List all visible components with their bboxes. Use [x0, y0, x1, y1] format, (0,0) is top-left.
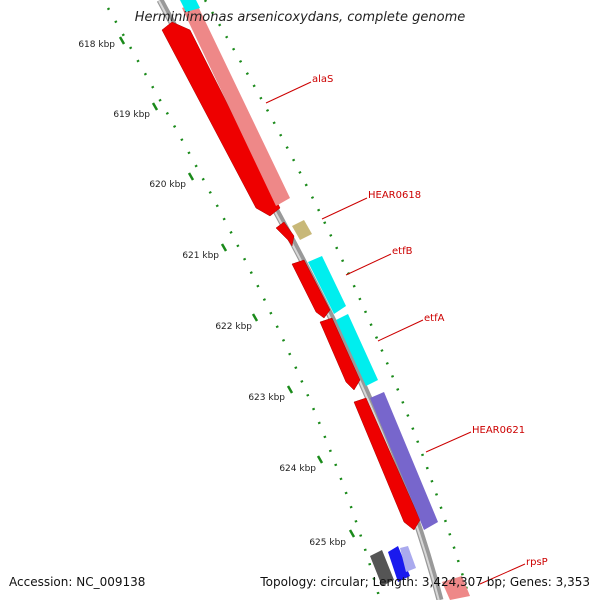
gene-label-rpsP: rpsP — [526, 557, 548, 568]
map-title: Herminiimonas arsenicoxydans, complete g… — [134, 10, 466, 25]
ruler-label: 624 kbp — [279, 464, 316, 474]
ruler-label: 620 kbp — [149, 180, 186, 190]
ruler-labels: 618 kbp 619 kbp 620 kbp 621 kbp 622 kbp … — [78, 40, 346, 548]
gene-HEAR0618 — [292, 220, 312, 240]
gene-cyan-top — [180, 0, 200, 12]
gene-label-HEAR0618: HEAR0618 — [368, 190, 421, 201]
gene-label-etfA: etfA — [424, 313, 445, 324]
ruler-ticks — [118, 36, 356, 538]
ruler-label: 625 kbp — [309, 538, 346, 548]
gene-small-bottom[interactable] — [370, 546, 470, 600]
accession-text: Accession: NC_009138 — [9, 575, 146, 589]
ruler-line — [106, 7, 382, 600]
ruler-label: 623 kbp — [248, 393, 285, 403]
gene-labels: alaS HEAR0618 etfB etfA HEAR0621 rpsP — [312, 74, 548, 568]
genome-stats-text: Topology: circular; Length: 3,424,307 bp… — [260, 575, 590, 589]
ruler-label: 622 kbp — [215, 322, 252, 332]
gene-arrows-red[interactable] — [161, 21, 421, 531]
ruler-label: 619 kbp — [113, 110, 150, 120]
gene-label-HEAR0621: HEAR0621 — [472, 425, 525, 436]
ruler-label: 618 kbp — [78, 40, 115, 50]
gene-alaS — [182, 2, 290, 206]
gene-label-etfB: etfB — [392, 246, 413, 257]
ruler-label: 621 kbp — [182, 251, 219, 261]
gene-HEAR0621 — [370, 392, 438, 530]
gene-etfA — [336, 314, 378, 386]
gene-etfB — [308, 256, 346, 314]
gene-label-alaS: alaS — [312, 74, 333, 85]
gene-label-leaders — [265, 81, 526, 585]
gene-blocks[interactable] — [180, 0, 438, 530]
